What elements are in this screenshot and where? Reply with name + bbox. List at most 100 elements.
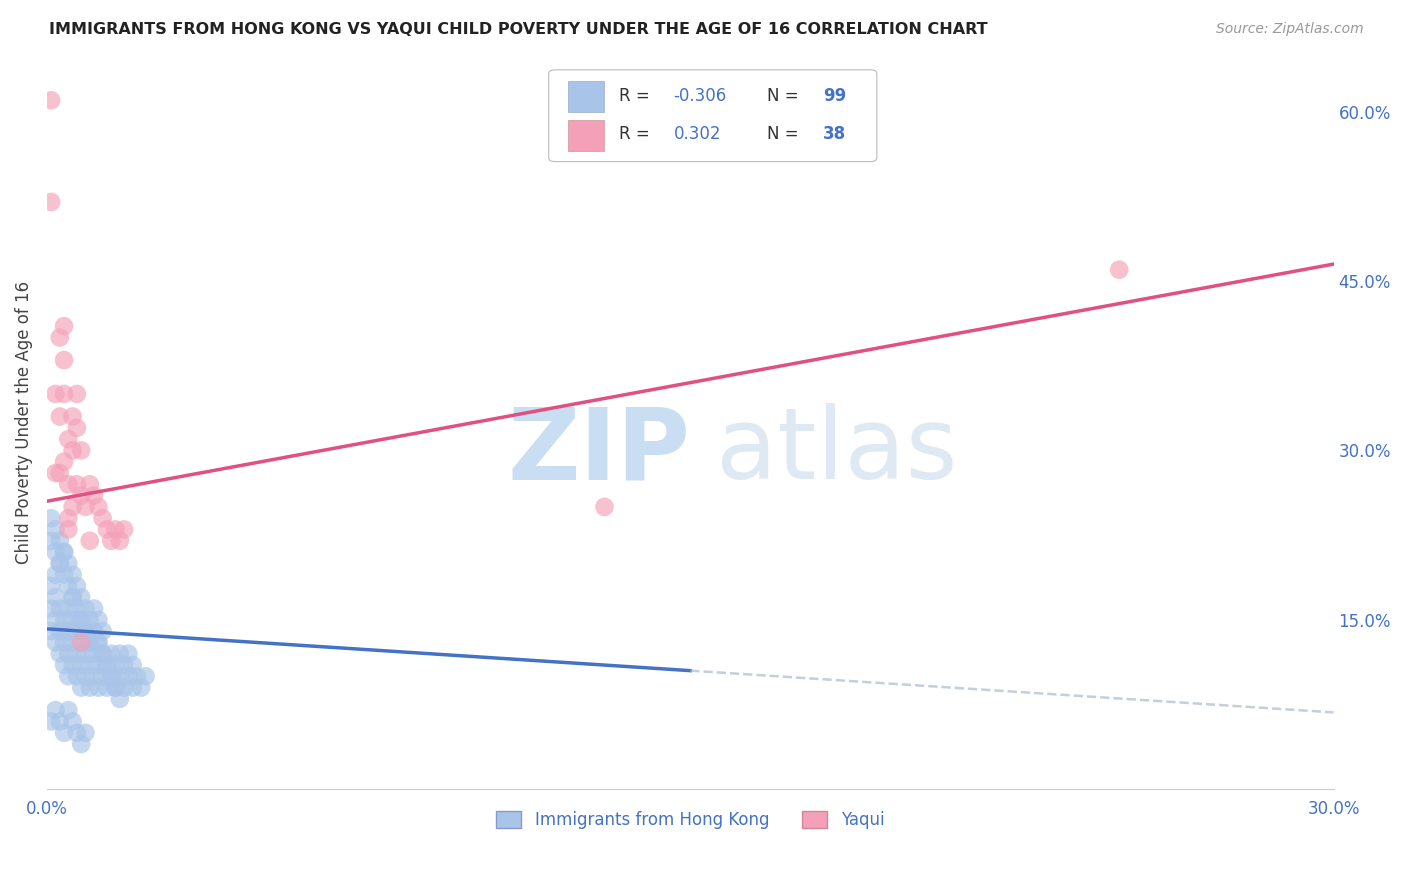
Point [39, 579, 62, 593]
Point [75, 725, 97, 739]
Point [87, 658, 110, 673]
Point [62, 658, 84, 673]
Point [100, 533, 122, 548]
Point [44, 387, 66, 401]
Point [66, 387, 89, 401]
Point [79, 477, 101, 491]
Point [112, 523, 135, 537]
Point [53, 545, 76, 559]
Point [58, 511, 80, 525]
Text: N =: N = [768, 126, 804, 144]
Text: 99: 99 [823, 87, 846, 104]
Point [49, 624, 72, 639]
Point [79, 635, 101, 649]
Point [44, 523, 66, 537]
FancyBboxPatch shape [548, 70, 877, 161]
Point [79, 681, 101, 695]
Point [112, 681, 135, 695]
Point [58, 477, 80, 491]
Point [104, 681, 127, 695]
Point [62, 591, 84, 605]
Point [66, 669, 89, 683]
Point [62, 567, 84, 582]
Point [91, 647, 114, 661]
Point [66, 725, 89, 739]
Point [62, 591, 84, 605]
Point [70, 443, 93, 458]
Point [66, 647, 89, 661]
Point [70, 613, 93, 627]
Legend: Immigrants from Hong Kong, Yaqui: Immigrants from Hong Kong, Yaqui [489, 805, 891, 836]
Point [75, 669, 97, 683]
Point [49, 647, 72, 661]
Point [49, 330, 72, 344]
Point [96, 658, 118, 673]
Point [53, 725, 76, 739]
Point [49, 601, 72, 615]
Point [66, 579, 89, 593]
Point [49, 714, 72, 729]
Text: atlas: atlas [716, 403, 957, 500]
Y-axis label: Child Poverty Under the Age of 16: Child Poverty Under the Age of 16 [15, 281, 32, 564]
Point [70, 681, 93, 695]
Point [53, 319, 76, 334]
Point [75, 624, 97, 639]
Point [39, 601, 62, 615]
Point [87, 635, 110, 649]
Point [49, 533, 72, 548]
Text: Source: ZipAtlas.com: Source: ZipAtlas.com [1216, 22, 1364, 37]
Point [108, 647, 131, 661]
Point [53, 545, 76, 559]
Point [44, 591, 66, 605]
Point [58, 557, 80, 571]
Point [83, 647, 105, 661]
Point [53, 567, 76, 582]
Point [53, 387, 76, 401]
Point [83, 489, 105, 503]
Point [91, 511, 114, 525]
Point [100, 669, 122, 683]
Point [100, 669, 122, 683]
Point [39, 714, 62, 729]
Point [87, 681, 110, 695]
Point [91, 647, 114, 661]
Point [79, 533, 101, 548]
Point [70, 658, 93, 673]
Point [70, 635, 93, 649]
Point [66, 624, 89, 639]
Point [83, 601, 105, 615]
Point [58, 432, 80, 446]
Point [104, 523, 127, 537]
Point [58, 647, 80, 661]
Point [83, 624, 105, 639]
Text: IMMIGRANTS FROM HONG KONG VS YAQUI CHILD POVERTY UNDER THE AGE OF 16 CORRELATION: IMMIGRANTS FROM HONG KONG VS YAQUI CHILD… [49, 22, 988, 37]
Point [44, 545, 66, 559]
Point [91, 669, 114, 683]
Point [79, 658, 101, 673]
Point [49, 466, 72, 480]
Point [135, 669, 157, 683]
Text: R =: R = [620, 87, 655, 104]
Point [91, 624, 114, 639]
Point [53, 658, 76, 673]
Point [62, 409, 84, 424]
Text: 0.302: 0.302 [673, 126, 721, 144]
Point [58, 601, 80, 615]
Bar [568, 120, 605, 151]
Point [53, 613, 76, 627]
Point [108, 533, 131, 548]
Point [117, 647, 139, 661]
Point [58, 579, 80, 593]
Point [44, 567, 66, 582]
Point [39, 93, 62, 107]
Point [104, 681, 127, 695]
Point [58, 669, 80, 683]
Point [70, 635, 93, 649]
Point [87, 635, 110, 649]
Point [104, 658, 127, 673]
Text: -0.306: -0.306 [673, 87, 727, 104]
Point [70, 613, 93, 627]
Point [44, 703, 66, 717]
Point [53, 455, 76, 469]
Bar [568, 81, 605, 112]
